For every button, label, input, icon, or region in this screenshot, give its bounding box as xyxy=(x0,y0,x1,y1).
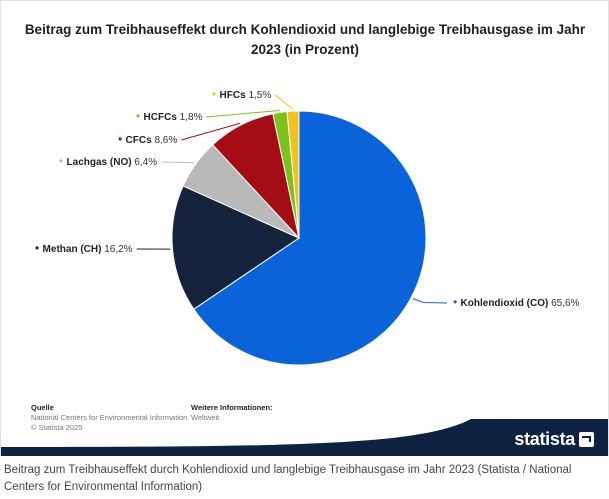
brand-bar: statista xyxy=(1,419,608,456)
leader-line-lachgas-no xyxy=(161,161,195,164)
leader-line-cfcs xyxy=(181,122,240,141)
pie-chart: • Kohlendioxid (CO) 65,6% • Methan (CH) 1… xyxy=(35,87,580,366)
pie-label-hcfcs: • HCFCs 1,8% xyxy=(136,109,203,123)
pie-label-hfcs: • HFCs 1,5% xyxy=(212,87,271,101)
source-link[interactable]: National Centers for Environmental Infor… xyxy=(31,413,188,422)
more-info-link[interactable]: Weltweit xyxy=(191,413,220,422)
chart-card: Beitrag zum Treibhauseffekt durch Kohlen… xyxy=(0,0,609,456)
brand-bar-shape xyxy=(1,419,608,456)
copyright-text: © Statista 2025 xyxy=(31,423,83,432)
pie-slice-hfcs[interactable] xyxy=(286,110,300,239)
pie-label-lachgas-no: • Lachgas (NO) 6,4% xyxy=(59,154,157,168)
more-info-heading: Weitere Informationen: xyxy=(191,403,273,412)
source-heading: Quelle xyxy=(31,403,54,412)
pie-label-cfcs: • CFCs 8,6% xyxy=(118,132,177,146)
source-block: Quelle National Centers for Environmenta… xyxy=(31,403,187,433)
pie-slice-kohlendioxid-co[interactable] xyxy=(193,110,427,366)
leader-line-hcfcs xyxy=(206,109,280,118)
statista-logo[interactable]: statista xyxy=(514,429,594,450)
leader-line-kohlendioxid-co xyxy=(412,298,448,304)
brand-wordmark: statista xyxy=(514,429,575,449)
chart-title: Beitrag zum Treibhauseffekt durch Kohlen… xyxy=(24,22,586,57)
image-caption: Beitrag zum Treibhauseffekt durch Kohlen… xyxy=(4,464,572,493)
pie-slice-methan-ch[interactable] xyxy=(171,185,301,310)
pie-label-kohlendioxid-co: • Kohlendioxid (CO) 65,6% xyxy=(453,295,580,309)
pie-label-methan-ch: • Methan (CH) 16,2% xyxy=(35,241,133,255)
leader-line-hfcs xyxy=(275,94,294,110)
more-info-block: Weitere Informationen: Weltweit xyxy=(191,403,273,423)
statista-logo-icon xyxy=(579,432,594,447)
